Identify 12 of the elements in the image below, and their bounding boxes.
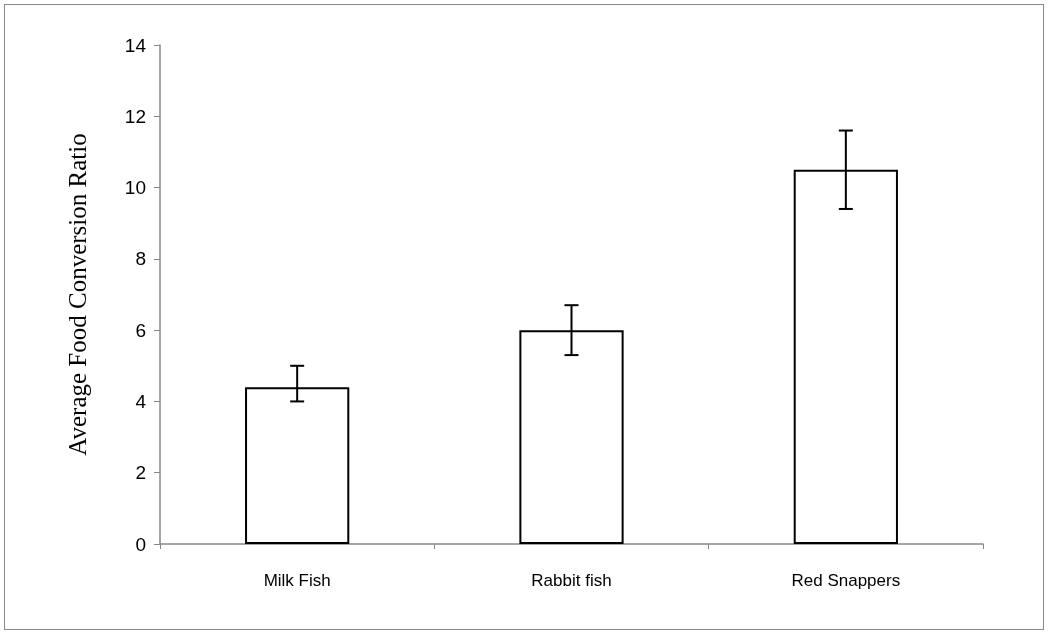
x-tick-label: Rabbit fish [531,571,612,590]
x-tick-label: Milk Fish [263,571,331,590]
y-tick-label: 14 [124,34,147,56]
y-tick-label: 10 [124,177,146,199]
x-tick-label: Red Snappers [791,571,901,590]
y-tick-label: 0 [135,533,146,555]
y-tick-label: 4 [135,390,147,412]
y-axis-title: Average Food Conversion Ratio [64,133,91,456]
y-tick-label: 2 [135,462,146,484]
y-tick-label: 6 [135,319,146,341]
y-tick-label: 12 [124,105,146,127]
y-tick-label: 8 [135,248,146,270]
